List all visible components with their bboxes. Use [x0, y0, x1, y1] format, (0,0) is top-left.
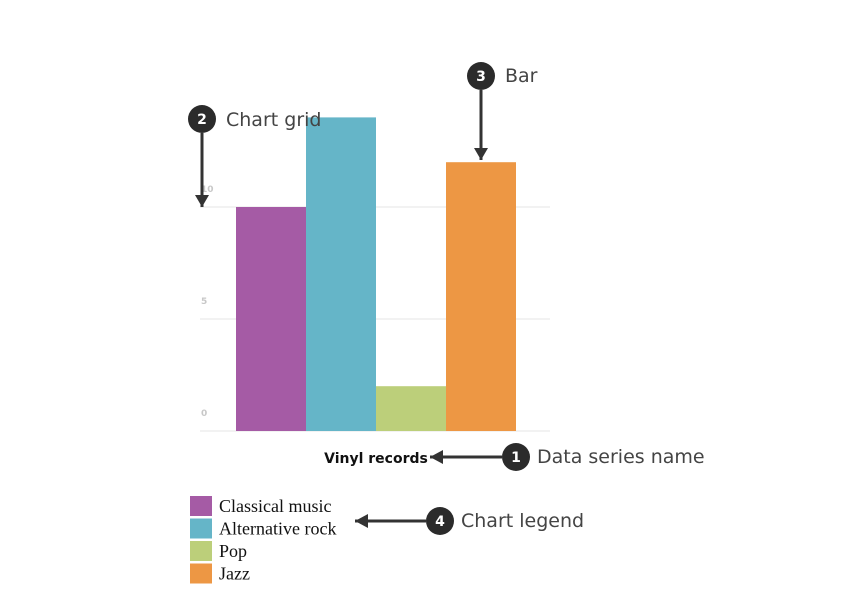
callout-badge [188, 105, 216, 133]
bar [236, 207, 306, 431]
bar [376, 386, 446, 431]
bars [236, 117, 516, 432]
legend-label: Alternative rock [219, 519, 336, 539]
callout-badge [467, 62, 495, 90]
legend-swatch [190, 541, 212, 561]
callout-label: Bar [505, 65, 538, 87]
arrow-head-icon [474, 148, 488, 160]
callout-number: 4 [435, 514, 445, 530]
legend-label: Classical music [219, 496, 331, 516]
arrow-head-icon [355, 514, 368, 528]
y-tick-label: 5 [201, 297, 207, 307]
callout-label: Chart grid [226, 109, 321, 131]
callout-badge [502, 443, 530, 471]
series-name-label: Vinyl records [324, 451, 428, 467]
legend-swatch [190, 496, 212, 516]
y-tick-label: 10 [201, 185, 214, 195]
y-axis-ticks: 0 5 10 [201, 185, 214, 419]
legend-swatch [190, 518, 212, 539]
y-tick-label: 0 [201, 409, 207, 419]
arrow-head-icon [195, 195, 209, 207]
legend-label: Jazz [219, 564, 250, 584]
callout-number: 2 [197, 112, 207, 128]
bar [446, 162, 516, 431]
legend-label: Pop [219, 541, 247, 561]
arrow-head-icon [430, 450, 443, 464]
callout-label: Chart legend [461, 510, 584, 532]
bar [306, 117, 376, 432]
legend-swatch [190, 563, 212, 584]
callout-number: 1 [511, 450, 521, 466]
callout-number: 3 [476, 69, 486, 85]
callout-badge [426, 507, 454, 535]
callouts: 1 Data series name 2 Chart grid 3 Bar 4 Chart l… [188, 62, 705, 535]
callout-label: Data series name [537, 446, 705, 468]
